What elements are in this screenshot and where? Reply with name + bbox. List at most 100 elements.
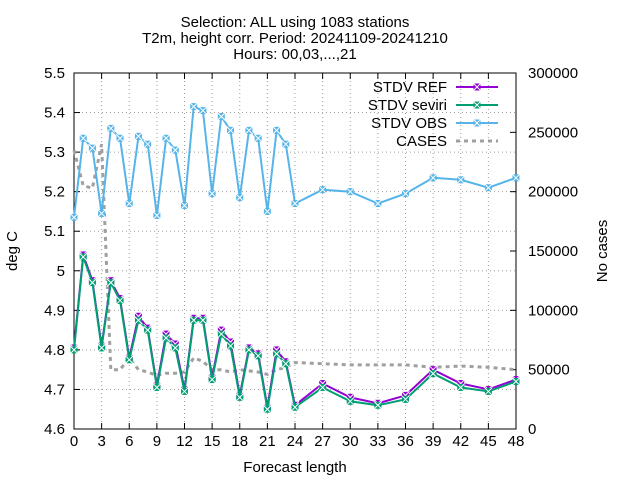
data-point-stdv-seviri (143, 325, 153, 335)
data-point-stdv-obs-cross (189, 102, 199, 111)
y2-axis-label: No cases (594, 220, 611, 283)
data-point-stdv-obs (428, 173, 438, 183)
data-point-stdv-obs (152, 211, 162, 220)
x-tick-label: 45 (480, 433, 497, 450)
legend-marker-stdv-ref (472, 82, 482, 92)
data-point-stdv-seviri (115, 296, 125, 305)
data-point-stdv-obs (161, 133, 171, 143)
data-point-stdv-seviri-cross (216, 329, 226, 339)
x-tick-label: 12 (176, 433, 193, 450)
data-point-stdv-obs (198, 106, 208, 115)
data-point-stdv-obs (226, 126, 235, 135)
data-point-stdv-seviri (88, 278, 97, 287)
x-tick-label: 27 (314, 433, 331, 450)
data-point-stdv-seviri-cross (143, 325, 153, 335)
data-point-stdv-obs-cross (428, 173, 438, 183)
data-point-stdv-obs-cross (511, 173, 521, 183)
data-point-stdv-obs (244, 126, 254, 135)
data-point-stdv-seviri-cross (69, 345, 79, 355)
data-point-stdv-obs-cross (97, 209, 106, 218)
y2-tick-label: 250000 (528, 124, 578, 141)
data-point-stdv-obs-cross (69, 213, 79, 222)
data-point-stdv-obs (134, 131, 143, 141)
data-point-stdv-seviri-cross (180, 387, 189, 396)
legend-label-stdv-obs: STDV OBS (371, 115, 447, 132)
data-point-stdv-seviri (97, 343, 106, 353)
data-point-stdv-seviri (401, 394, 410, 404)
data-point-stdv-seviri (106, 278, 116, 287)
data-point-stdv-seviri (456, 383, 466, 392)
data-point-stdv-seviri (345, 396, 355, 406)
legend-marker-stdv-seviri (472, 100, 482, 110)
data-point-stdv-seviri (428, 369, 438, 378)
legend-marker-stdv-seviri-cross (472, 100, 482, 110)
data-point-stdv-seviri-cross (281, 359, 291, 369)
x-tick-label: 0 (70, 433, 78, 450)
data-point-stdv-seviri-cross (106, 278, 116, 287)
series-line-cases (72, 143, 517, 378)
data-point-stdv-seviri (226, 341, 235, 351)
x-tick-label: 42 (452, 433, 469, 450)
data-point-stdv-obs-cross (115, 133, 125, 143)
x-tick-label: 39 (425, 433, 442, 450)
data-point-stdv-seviri-cross (373, 400, 383, 410)
data-point-stdv-obs-cross (170, 145, 180, 155)
y2-tick-label: 100000 (528, 302, 578, 319)
x-tick-label: 30 (342, 433, 359, 450)
data-point-stdv-seviri-cross (207, 375, 217, 384)
data-point-stdv-seviri-cross (235, 393, 245, 402)
x-tick-label: 21 (259, 433, 276, 450)
grid-lines (74, 73, 516, 429)
data-point-stdv-seviri (263, 404, 272, 414)
data-point-stdv-seviri (216, 329, 226, 339)
y-tick-label: 4.9 (44, 302, 65, 319)
data-point-stdv-obs-cross (143, 139, 153, 149)
data-point-stdv-obs (511, 173, 521, 183)
data-point-stdv-seviri-cross (115, 296, 125, 305)
data-point-stdv-obs-cross (198, 106, 208, 115)
data-point-stdv-seviri-cross (189, 315, 199, 325)
data-point-stdv-obs-cross (207, 189, 217, 198)
y2-tick-label: 150000 (528, 243, 578, 260)
chart-title: Selection: ALL using 1083 stations T2m, … (142, 14, 448, 63)
legend-marker-stdv-obs (472, 118, 482, 128)
data-point-stdv-seviri (180, 387, 189, 396)
data-point-stdv-seviri-cross (401, 394, 410, 404)
data-point-stdv-seviri (69, 345, 79, 355)
data-point-stdv-obs-cross (235, 193, 245, 202)
data-point-stdv-obs (401, 189, 410, 198)
series-stdv-seviri (69, 252, 521, 414)
y2-tick-label: 300000 (528, 65, 578, 82)
data-point-stdv-obs (78, 133, 88, 143)
legend-label-cases: CASES (396, 133, 447, 150)
data-point-stdv-seviri-cross (170, 343, 180, 353)
data-point-stdv-seviri (78, 252, 88, 262)
data-point-stdv-obs-cross (373, 199, 383, 208)
data-point-stdv-seviri-cross (272, 349, 281, 359)
data-point-stdv-obs-cross (272, 126, 281, 135)
data-point-stdv-obs (180, 201, 189, 210)
data-point-stdv-seviri (244, 345, 254, 355)
data-point-stdv-obs (456, 175, 466, 185)
data-point-stdv-obs-cross (263, 207, 272, 216)
data-point-stdv-obs (290, 199, 300, 208)
data-point-stdv-seviri (272, 349, 281, 359)
series-stdv-ref (69, 250, 521, 412)
data-point-stdv-obs-cross (290, 199, 300, 208)
title-line-2: T2m, height corr. Period: 20241109-20241… (142, 30, 448, 47)
data-point-stdv-obs (69, 213, 79, 222)
data-point-stdv-obs (216, 112, 226, 121)
plot-frame (73, 72, 517, 430)
series-cases (72, 143, 517, 378)
data-point-stdv-seviri (170, 343, 180, 353)
data-point-stdv-seviri-cross (161, 333, 171, 343)
data-point-stdv-seviri-cross (198, 315, 208, 325)
data-point-stdv-obs (207, 189, 217, 198)
data-point-stdv-obs-cross (318, 185, 327, 195)
x-tick-label: 9 (153, 433, 161, 450)
data-point-stdv-obs (484, 183, 493, 193)
x-tick-label: 36 (397, 433, 414, 450)
data-point-stdv-obs (253, 133, 263, 143)
